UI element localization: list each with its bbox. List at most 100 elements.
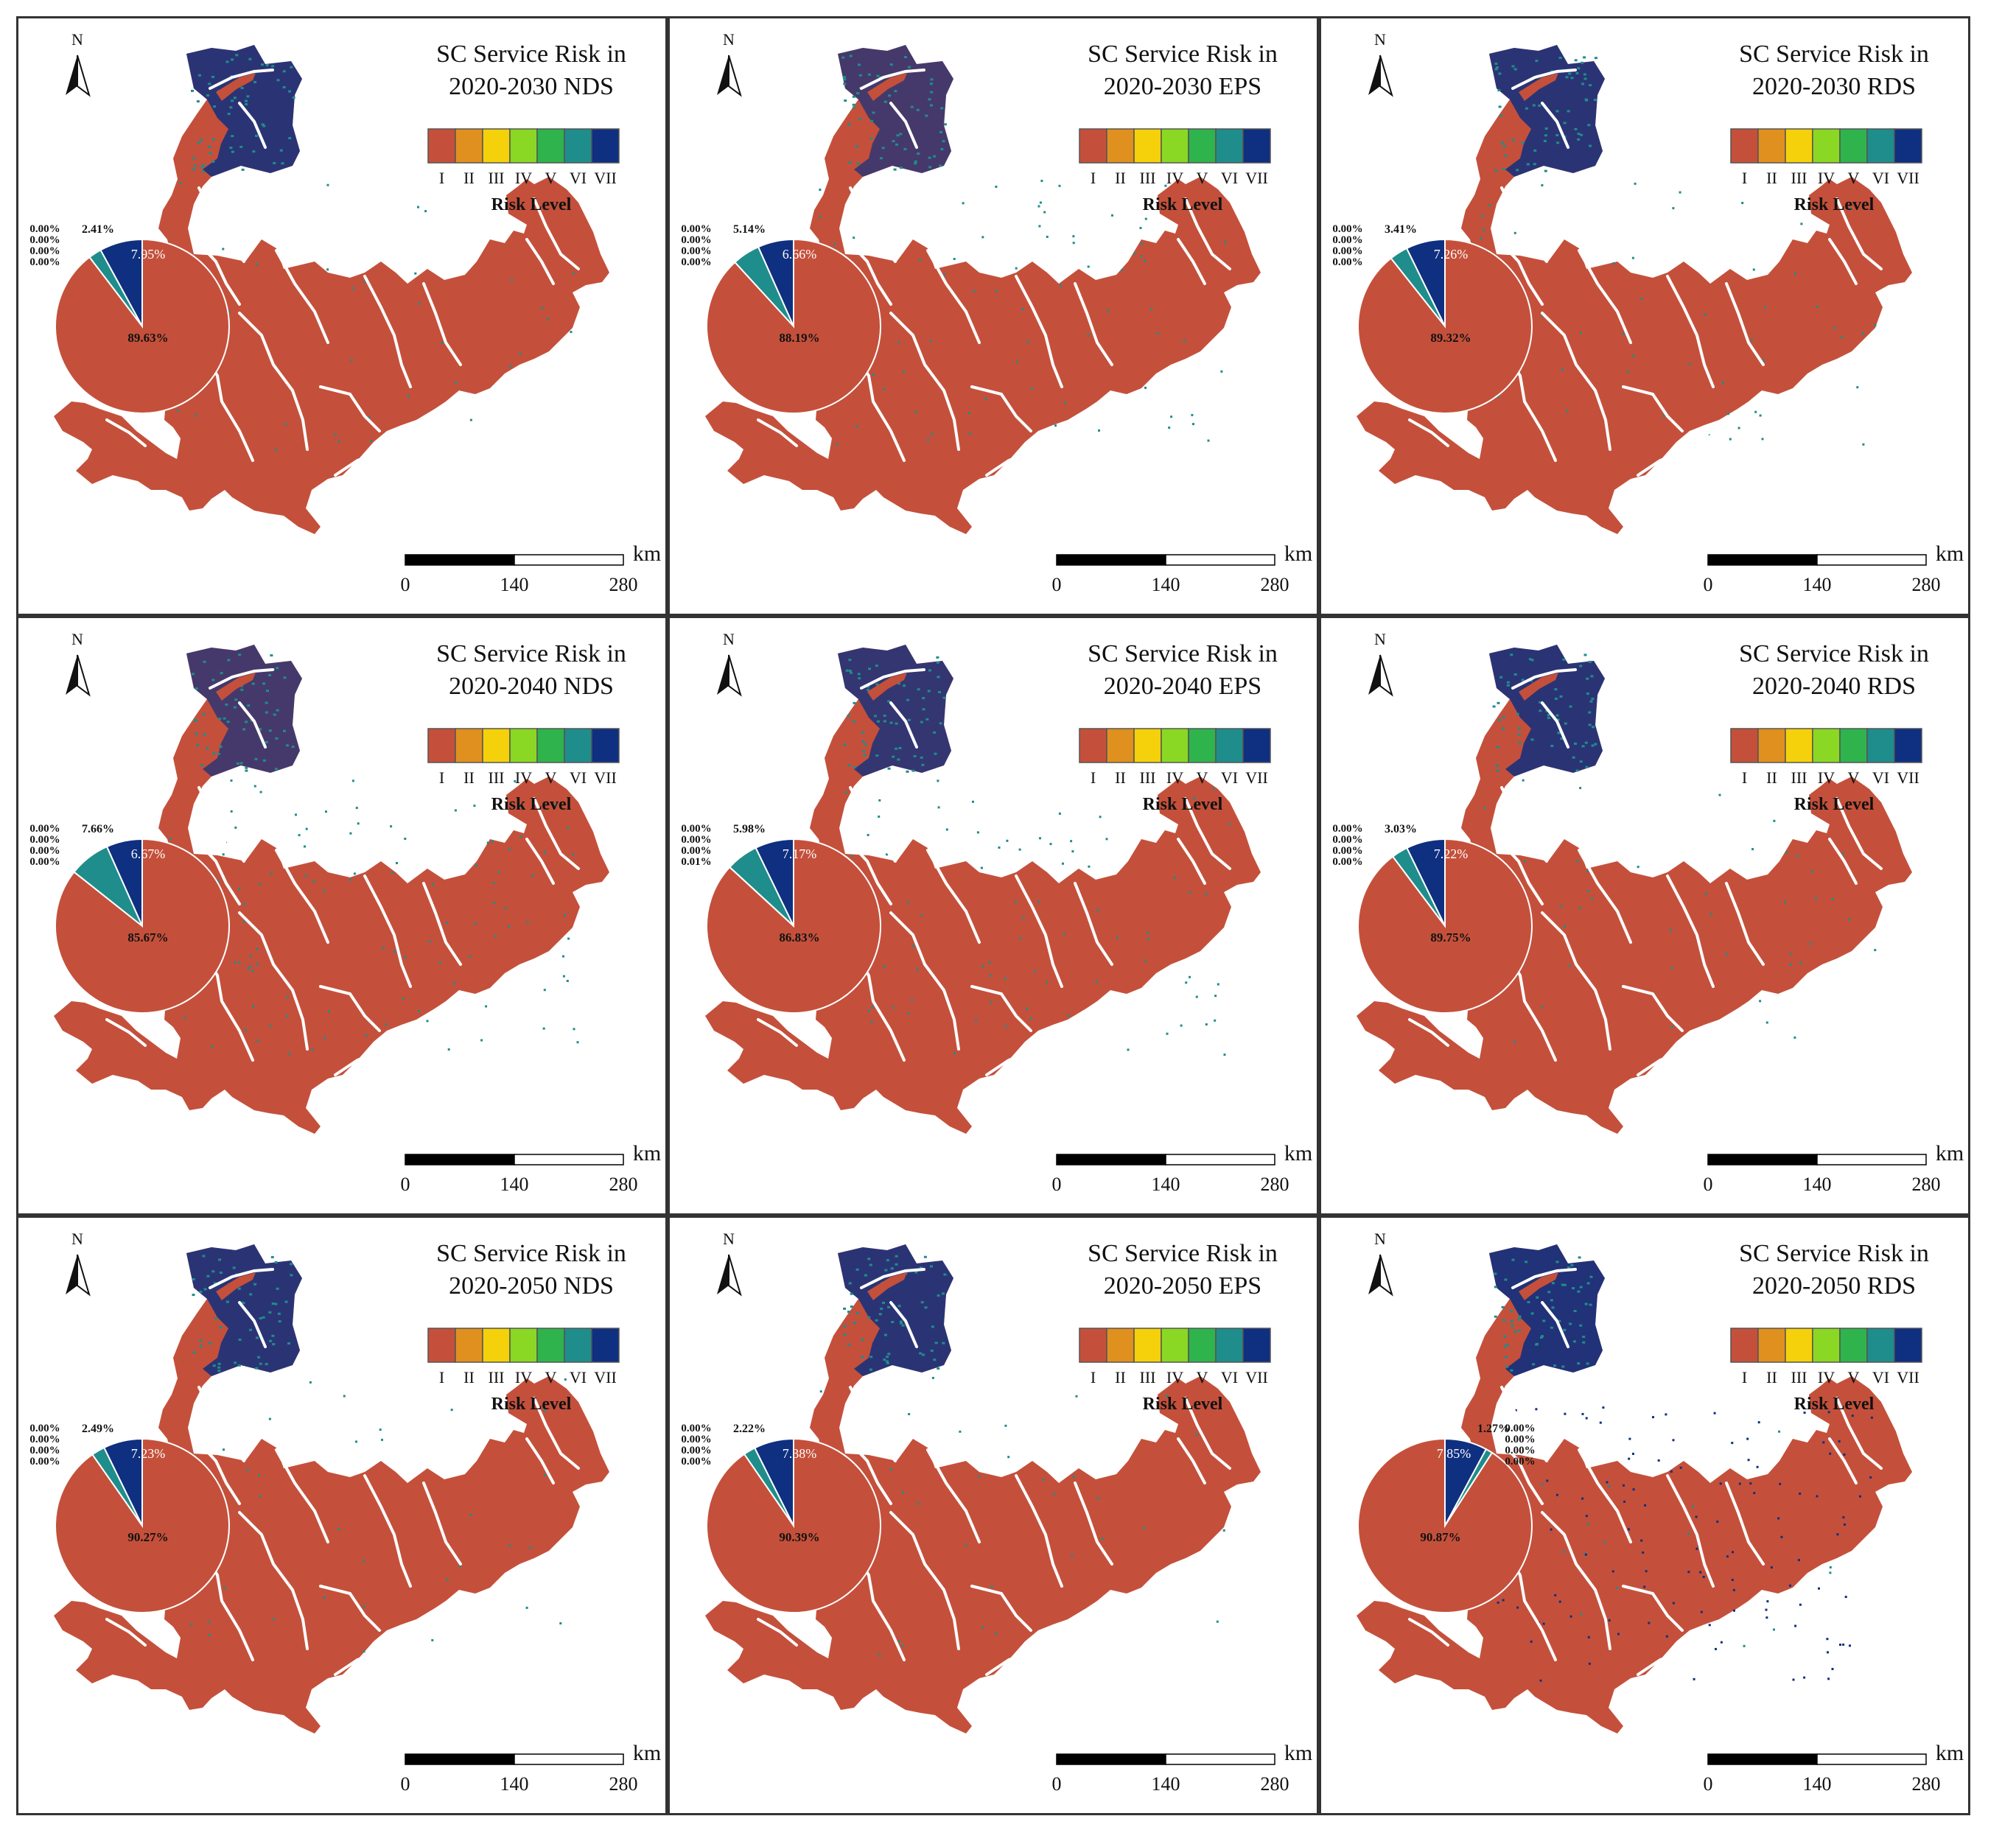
risk-pixel: [1594, 743, 1597, 746]
river-line: [1408, 1018, 1449, 1047]
risk-pixel: [282, 70, 286, 73]
risk-pixel: [1581, 61, 1584, 64]
risk-pixel: [195, 732, 198, 735]
risk-pixel: [1589, 84, 1592, 87]
risk-pixel: [883, 100, 887, 103]
risk-pixel: [274, 768, 278, 771]
risk-pixel: [192, 1351, 196, 1354]
risk-pixel: [914, 1271, 918, 1274]
risk-pixel: [882, 1301, 885, 1304]
risk-pixel: [845, 791, 848, 794]
pie-label: 7.95%: [130, 247, 166, 262]
risk-pixel: [323, 1037, 326, 1040]
risk-pixel: [485, 1005, 488, 1008]
legend-level-label: VI: [1220, 169, 1239, 187]
map-panel: N SC Service Risk in 2020-2040 EPS I II III IV…: [668, 616, 1319, 1216]
map-title-line1: SC Service Risk in: [1088, 41, 1278, 68]
risk-pixel: [291, 746, 295, 749]
risk-pixel: [819, 1390, 822, 1393]
risk-pixel: [1747, 1459, 1750, 1462]
risk-pixel: [1029, 1017, 1032, 1020]
risk-pixel: [918, 259, 921, 262]
risk-pixel: [1494, 1272, 1497, 1275]
risk-pixel: [199, 1339, 203, 1342]
risk-pixel: [942, 1292, 945, 1295]
risk-pixel: [1501, 1305, 1505, 1308]
risk-pixel: [878, 799, 881, 802]
river-line: [1015, 275, 1063, 388]
risk-pixel: [228, 310, 231, 313]
pie-label: 89.32%: [1430, 331, 1471, 345]
risk-pixel: [1483, 228, 1485, 231]
risk-pixel: [930, 1265, 933, 1268]
risk-pixel: [1063, 933, 1065, 936]
pie-label: 0.01%: [681, 856, 712, 868]
scale-bar-segment: [514, 1753, 624, 1765]
risk-pixel: [1586, 677, 1589, 680]
risk-pixel: [504, 907, 507, 910]
risk-pixel: [1746, 1437, 1749, 1440]
risk-pixel: [1593, 99, 1597, 102]
risk-pixel: [566, 980, 569, 982]
risk-pixel: [937, 806, 940, 809]
risk-pixel: [1584, 741, 1588, 744]
risk-pixel: [255, 1367, 259, 1370]
river-line: [1074, 1482, 1113, 1566]
risk-pixel: [930, 1349, 934, 1352]
risk-pixel: [1849, 1644, 1851, 1647]
risk-pixel: [1494, 1286, 1497, 1289]
risk-pixel: [1015, 267, 1018, 270]
scale-bar-tick: 140: [1151, 1174, 1180, 1195]
river-line: [889, 1511, 960, 1650]
risk-pixel: [875, 1319, 878, 1322]
risk-pixel: [1550, 745, 1554, 747]
legend-title: Risk Level: [491, 795, 572, 814]
legend-level-label: III: [1791, 768, 1807, 787]
river-line: [1177, 238, 1206, 285]
risk-pixel: [1223, 1054, 1226, 1056]
risk-pixel: [1727, 413, 1729, 416]
risk-pixel: [850, 1305, 853, 1308]
risk-pixel: [276, 709, 279, 712]
risk-pixel: [894, 90, 897, 93]
risk-pixel: [1513, 673, 1517, 676]
risk-pixel: [196, 743, 200, 746]
risk-pixel: [895, 747, 898, 750]
risk-pixel: [1043, 211, 1046, 214]
risk-pixel: [943, 123, 947, 126]
risk-pixel: [562, 955, 564, 958]
risk-pixel: [1754, 410, 1757, 413]
river-line: [1500, 186, 1548, 263]
risk-pixel: [251, 682, 255, 685]
risk-pixel: [1715, 1647, 1717, 1650]
risk-pixel: [1799, 961, 1802, 964]
legend-level-label: II: [1766, 768, 1777, 787]
legend-swatch: [509, 1328, 538, 1363]
risk-pixel: [1497, 89, 1501, 91]
map-canvas: [705, 45, 1275, 566]
risk-pixel: [183, 1016, 186, 1019]
risk-pixel: [1547, 716, 1550, 719]
risk-pixel: [543, 1409, 546, 1412]
risk-pixel: [1532, 1363, 1536, 1366]
legend-level-label: VI: [569, 768, 587, 787]
risk-pixel: [1528, 658, 1532, 661]
risk-pixel: [1838, 1440, 1841, 1442]
risk-pixel: [1547, 1291, 1551, 1294]
map-title-line2: 2020-2050 EPS: [1103, 1272, 1262, 1300]
risk-pixel: [208, 83, 211, 85]
risk-pixel: [843, 83, 847, 85]
pie-label: 89.75%: [1430, 930, 1471, 944]
risk-pixel: [1615, 1587, 1618, 1590]
risk-pixel: [1049, 843, 1052, 846]
risk-pixel: [1606, 1481, 1609, 1484]
risk-pixel: [202, 713, 206, 716]
legend-level-label: IV: [1817, 1368, 1835, 1386]
pie-label: 7.38%: [782, 1446, 817, 1461]
risk-pixel: [995, 1632, 998, 1635]
north-arrow-icon: [77, 55, 91, 97]
risk-pixel: [350, 360, 353, 362]
risk-pixel: [907, 718, 911, 721]
legend-swatch: [1730, 1328, 1759, 1363]
risk-pixel: [1087, 334, 1090, 337]
